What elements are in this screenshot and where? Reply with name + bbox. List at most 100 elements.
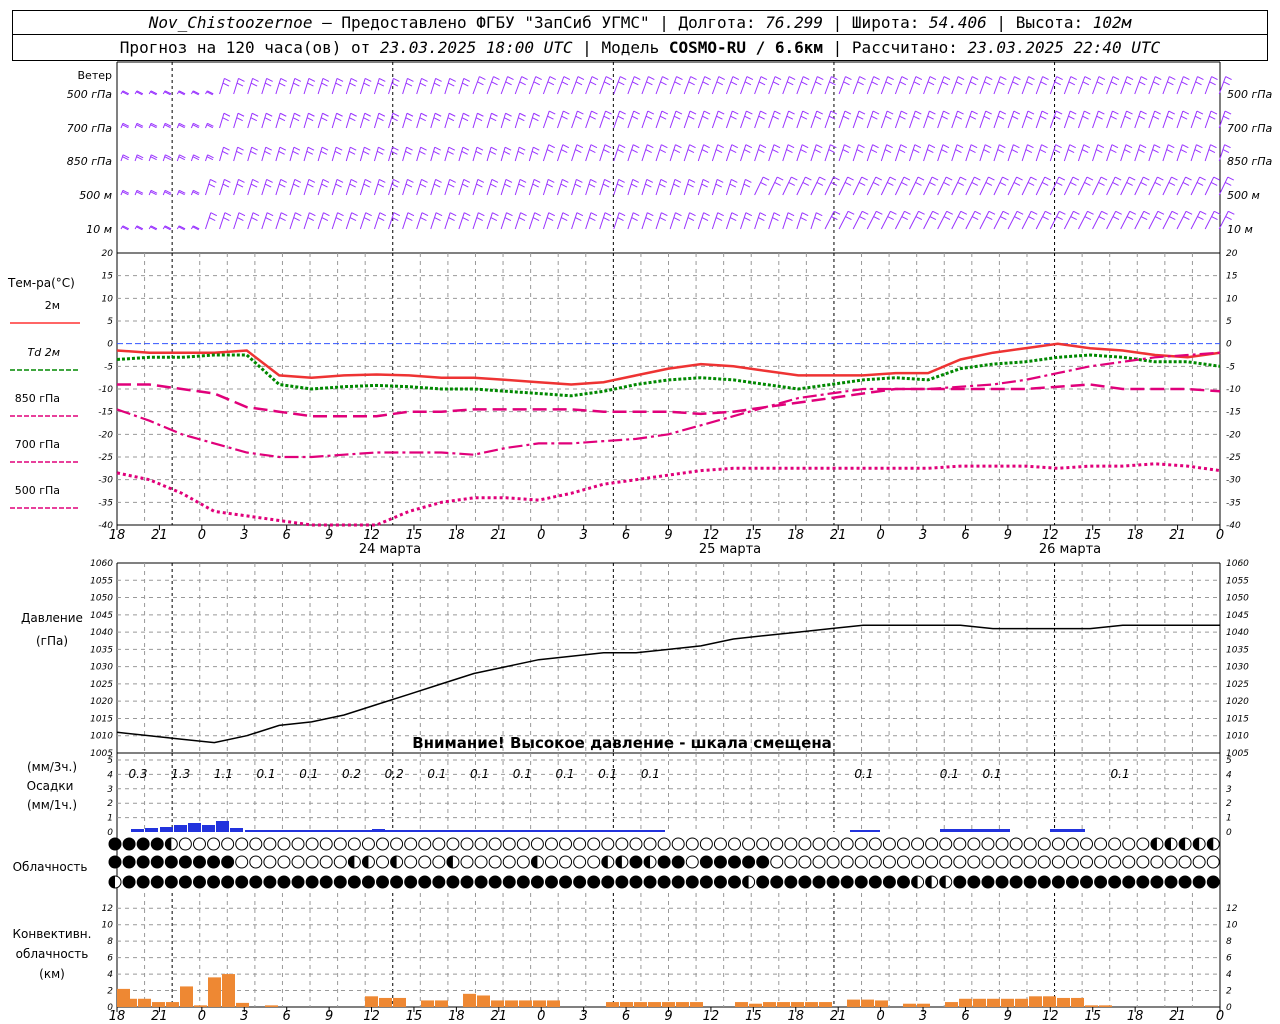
wind-barb-feather xyxy=(675,144,682,149)
wind-barb-feather xyxy=(774,182,781,186)
wind-barb-feather xyxy=(549,76,556,81)
cloud-circle xyxy=(376,855,390,869)
wind-barb-staff xyxy=(1063,144,1071,162)
wind-barb-feather xyxy=(760,76,768,81)
precip-tick-right: 1 xyxy=(1226,814,1232,824)
wind-barb-feather xyxy=(1073,210,1080,215)
wind-barb-feather xyxy=(208,183,216,188)
wind-barb-staff xyxy=(1106,76,1114,95)
wind-barb-staff xyxy=(1204,144,1211,162)
wind-barb xyxy=(711,212,724,230)
wind-barb xyxy=(1134,76,1148,95)
wind-barb-feather xyxy=(477,178,485,183)
wind-barb-feather xyxy=(800,149,807,154)
cloud-symbol xyxy=(629,837,643,851)
wind-barb-feather xyxy=(433,183,441,188)
wind-barb-feather xyxy=(758,217,765,222)
wind-barb-feather xyxy=(391,150,398,155)
cloud-fill xyxy=(109,838,121,850)
wind-barb-staff xyxy=(388,113,394,129)
cloud-symbol xyxy=(868,875,882,889)
wind-barb-staff xyxy=(1077,110,1085,129)
cloud-symbol xyxy=(573,855,587,869)
wind-barb-feather xyxy=(350,146,357,151)
wind-barb-feather xyxy=(1056,216,1063,221)
wind-barb-staff xyxy=(894,76,903,95)
wind-barb-feather xyxy=(899,81,907,86)
wind-barb-staff xyxy=(655,179,662,196)
wind-barb-feather xyxy=(1168,182,1176,186)
wind-barb-feather xyxy=(1053,149,1061,154)
wind-barb-staff xyxy=(965,76,973,95)
hour-label-bottom: 18 xyxy=(448,1009,465,1024)
wind-barb xyxy=(585,178,597,196)
wind-barb-feather xyxy=(646,81,653,86)
wind-barb-staff xyxy=(711,110,719,129)
wind-barb xyxy=(838,176,854,196)
wind-barb xyxy=(120,225,130,231)
cloud-symbol xyxy=(305,837,319,851)
cloud-fill xyxy=(404,876,417,888)
wind-barb xyxy=(838,110,852,129)
temp-tick-right: 0 xyxy=(1226,340,1232,350)
cloud-symbol xyxy=(699,875,713,889)
wind-barb-feather xyxy=(236,183,244,188)
wind-barb xyxy=(148,189,158,196)
wind-barb xyxy=(557,144,570,162)
wind-barb-feather xyxy=(462,146,470,151)
wind-barb-staff xyxy=(951,176,961,196)
wind-barb-feather xyxy=(577,110,584,115)
wind-barb-staff xyxy=(627,212,634,230)
wind-barb xyxy=(416,112,428,129)
cloud-symbol xyxy=(742,855,756,869)
wind-barb-feather xyxy=(1000,76,1007,81)
wind-barb-feather xyxy=(688,81,695,86)
wind-barb-staff xyxy=(641,179,648,196)
wind-barb-feather xyxy=(1058,176,1066,181)
wind-barb xyxy=(909,110,922,129)
wind-barb-feather xyxy=(350,112,357,117)
wind-barb-feather xyxy=(1140,216,1148,221)
wind-barb-staff xyxy=(571,76,579,95)
hour-label-bottom: 21 xyxy=(1169,1009,1186,1024)
temp-tick-right: -40 xyxy=(1226,521,1241,531)
wind-barb xyxy=(317,77,330,95)
cloud-half xyxy=(601,856,608,868)
wind-barb-feather xyxy=(531,150,539,155)
wind-barb xyxy=(402,77,414,95)
cloud-symbol xyxy=(502,855,516,869)
wind-barb xyxy=(1204,210,1221,230)
wind-barb xyxy=(655,212,668,230)
hour-label-bottom: 9 xyxy=(325,1009,333,1024)
wind-barb xyxy=(402,178,414,196)
cloud-symbol xyxy=(981,875,995,889)
precip-bar xyxy=(850,830,880,832)
wind-barb-feather xyxy=(715,183,722,188)
wind-barb-feather xyxy=(1096,81,1104,86)
wind-barb-staff xyxy=(599,110,607,129)
cloud-fill xyxy=(151,856,164,868)
wind-barb-staff xyxy=(599,76,607,95)
cloud-symbol xyxy=(925,855,939,869)
wind-barb-feather xyxy=(421,212,429,217)
wind-barb-feather xyxy=(842,115,850,120)
conv-bar xyxy=(959,998,972,1007)
precip-amount: 0.1 xyxy=(257,767,276,781)
wind-barb-feather xyxy=(687,217,695,222)
wind-barb xyxy=(613,110,626,129)
wind-barb-staff xyxy=(1176,110,1184,129)
cloud-circle xyxy=(404,855,418,869)
wind-barb xyxy=(275,77,287,95)
wind-barb-feather xyxy=(364,112,371,117)
wind-barb-feather xyxy=(365,212,372,217)
wind-barb-staff xyxy=(1176,76,1184,95)
wind-barb xyxy=(430,146,441,162)
cloud-circle xyxy=(277,837,291,851)
wind-barb-staff xyxy=(711,76,720,95)
wind-barb-feather xyxy=(589,217,596,222)
wind-barb-feather xyxy=(802,110,809,115)
wind-barb xyxy=(1021,176,1037,196)
wind-barb-staff xyxy=(1063,211,1074,230)
precip-bar xyxy=(160,827,173,832)
cloud-symbol xyxy=(207,837,221,851)
